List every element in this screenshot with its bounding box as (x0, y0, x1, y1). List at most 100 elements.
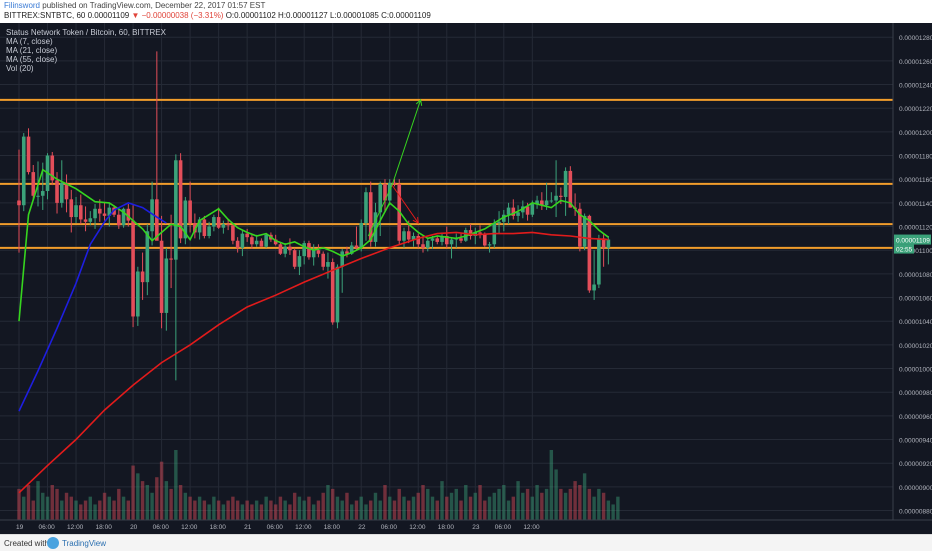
candle-body (335, 266, 340, 323)
volume-bar (212, 496, 216, 520)
tradingview-logo-icon[interactable] (47, 537, 59, 549)
volume-bar (416, 492, 420, 520)
candle-body (326, 262, 330, 267)
candle-body (183, 200, 188, 239)
volume-bar (559, 488, 563, 520)
candle-body (197, 219, 202, 233)
candle-body (440, 236, 444, 242)
time-tick-label: 18:00 (96, 524, 113, 531)
volume-bar (568, 488, 573, 520)
candle-body (136, 271, 140, 317)
candle-body (74, 205, 78, 218)
ma-line (18, 231, 609, 494)
volume-bar (544, 488, 549, 520)
price-tick-label: 0.00001280 (899, 35, 932, 42)
volume-bar (373, 492, 378, 520)
volume-bar (411, 496, 416, 520)
tradingview-brand[interactable]: TradingView (62, 539, 107, 548)
volume-bar (202, 500, 207, 520)
projection-arrows[interactable] (367, 98, 423, 237)
volume-bar (140, 481, 145, 520)
time-axis[interactable]: 19 06:00 12:00 18:00 20 06:00 12:00 18:00 21 06:0… (0, 519, 932, 531)
candle-body (297, 256, 302, 267)
price-tick-label: 0.00001140 (899, 201, 932, 208)
candle-body (582, 215, 587, 247)
volume-bar (269, 500, 273, 520)
volume-bar (131, 465, 135, 520)
ohlc-text: O:0.00001102 H:0.00001127 L:0.00001085 C… (225, 11, 431, 20)
legend-ma7[interactable]: MA (7, close) (6, 37, 53, 46)
time-tick-label: 18:00 (210, 524, 227, 531)
candle-body (216, 217, 221, 228)
candle-body (221, 224, 226, 228)
publisher-name[interactable]: Filinsword (4, 1, 41, 10)
volume-bar (478, 485, 482, 520)
volume-bar (321, 492, 325, 520)
volume-bar (240, 504, 245, 520)
candle-body (207, 226, 211, 236)
countdown-bg (894, 244, 914, 254)
candle-body (516, 212, 520, 216)
volume-bar (221, 504, 226, 520)
candle-body (430, 238, 435, 241)
countdown-label: 02:55 (896, 247, 913, 254)
candle-body (559, 195, 563, 197)
candle-body (354, 245, 359, 248)
candle-body (55, 180, 59, 203)
volume-bar (93, 504, 97, 520)
volume-bar (254, 500, 259, 520)
candle-body (69, 199, 74, 218)
candle-body (416, 236, 421, 245)
volume-bar (497, 488, 501, 520)
candle-body (88, 218, 93, 222)
publish-text: published on TradingView.com, December 2… (42, 1, 266, 10)
volume-bar (36, 481, 40, 520)
volume-bar (197, 496, 202, 520)
volume-bar (316, 500, 321, 520)
candle-body (549, 200, 554, 202)
volume-bar (283, 500, 287, 520)
volume-bar (616, 496, 620, 520)
candle-body (21, 136, 26, 206)
candle-body (540, 200, 544, 206)
ma-line (18, 202, 167, 412)
volume-bar (31, 500, 35, 520)
volume-bar (164, 481, 169, 520)
volume-bar (402, 496, 406, 520)
volume-bar (79, 504, 83, 520)
time-tick-label: 06:00 (153, 524, 170, 531)
volume-bar (60, 500, 64, 520)
price-tick-label: 0.00001180 (899, 154, 932, 161)
candle-body (283, 246, 287, 254)
price-chart[interactable]: 0.000012270.000011560.000011220.00001102… (0, 23, 932, 534)
candle-body (406, 231, 411, 240)
volume-bar (155, 477, 159, 520)
price-tick-label: 0.00001040 (899, 319, 932, 326)
volume-bar (207, 504, 211, 520)
candle-body (126, 208, 131, 221)
candle-body (26, 136, 31, 173)
price-tick-label: 0.00001120 (899, 225, 932, 232)
candle-body (64, 182, 69, 200)
symbol-line: BITTREX:SNTBTC, 60 0.00001109 (4, 11, 130, 20)
volume-bar (102, 492, 107, 520)
volume-bar (69, 496, 73, 520)
projection-arrowhead (415, 98, 423, 106)
candle-body (563, 170, 568, 197)
candle-body (40, 191, 45, 196)
volume-bar (74, 500, 78, 520)
time-tick-label: 18:00 (438, 524, 455, 531)
price-axis[interactable]: 0.00001280 0.00001260 0.00001240 0.00001220… (892, 23, 932, 520)
volume-bar (145, 485, 150, 520)
legend-vol[interactable]: Vol (20) (6, 64, 34, 73)
price-tick-label: 0.00001100 (899, 248, 932, 255)
candle-body (17, 200, 21, 206)
price-tick-label: 0.00000960 (899, 414, 932, 421)
candle-body (506, 207, 511, 215)
volume-bar (292, 492, 297, 520)
candle-body (288, 246, 292, 251)
volume-bar (592, 496, 596, 520)
legend-ma55[interactable]: MA (55, close) (6, 55, 57, 64)
legend-ma21[interactable]: MA (21, close) (6, 46, 57, 55)
candle-body (131, 220, 135, 317)
